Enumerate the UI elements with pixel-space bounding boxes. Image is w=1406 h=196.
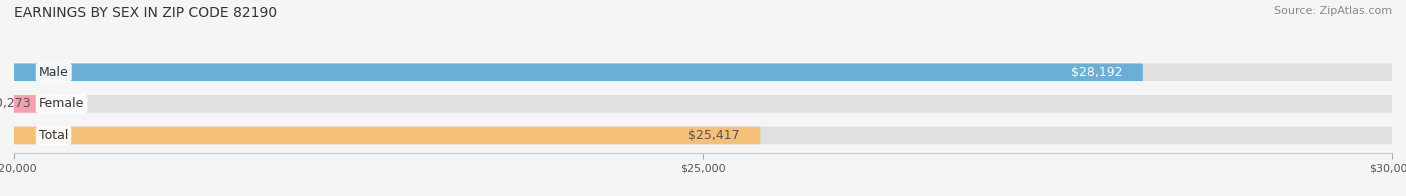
Text: Source: ZipAtlas.com: Source: ZipAtlas.com xyxy=(1274,6,1392,16)
FancyBboxPatch shape xyxy=(14,64,1392,81)
Text: Female: Female xyxy=(39,97,84,110)
Text: $28,192: $28,192 xyxy=(1070,66,1122,79)
Text: Male: Male xyxy=(39,66,69,79)
FancyBboxPatch shape xyxy=(14,95,1392,113)
Text: $20,273: $20,273 xyxy=(0,97,31,110)
Text: EARNINGS BY SEX IN ZIP CODE 82190: EARNINGS BY SEX IN ZIP CODE 82190 xyxy=(14,6,277,20)
FancyBboxPatch shape xyxy=(14,127,1392,144)
Text: $25,417: $25,417 xyxy=(688,129,740,142)
Text: Total: Total xyxy=(39,129,69,142)
FancyBboxPatch shape xyxy=(14,64,1143,81)
FancyBboxPatch shape xyxy=(14,127,761,144)
FancyBboxPatch shape xyxy=(14,95,52,113)
